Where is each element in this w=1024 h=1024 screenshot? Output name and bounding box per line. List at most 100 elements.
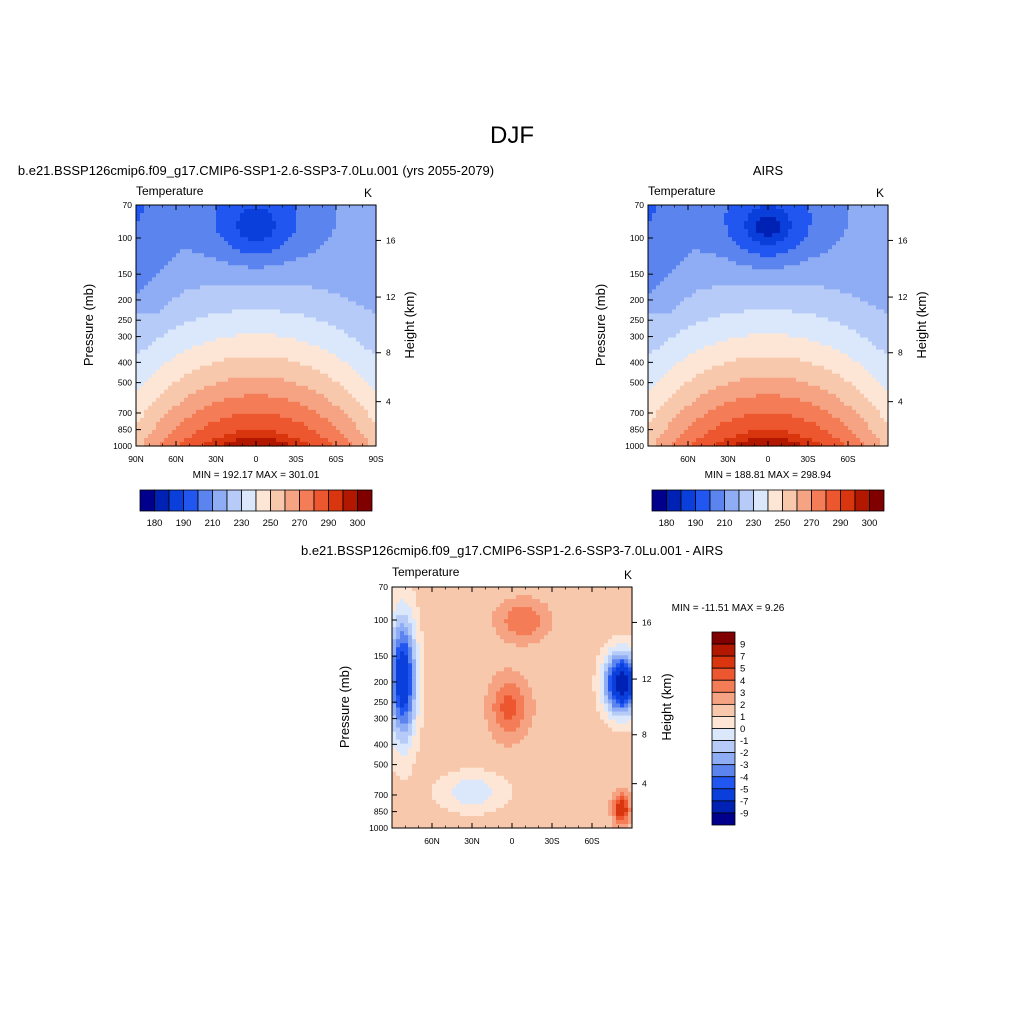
contour-cell (156, 261, 161, 266)
contour-cell (692, 225, 697, 230)
contour-cell (336, 349, 341, 355)
contour-cell (192, 425, 197, 431)
contour-cell (324, 377, 329, 383)
contour-cell (764, 221, 769, 226)
contour-cell (148, 253, 153, 258)
contour-cell (260, 409, 265, 415)
contour-cell (244, 265, 249, 270)
contour-cell (288, 437, 293, 443)
contour-cell (208, 261, 213, 266)
contour-cell (272, 401, 277, 407)
contour-cell (760, 285, 765, 290)
contour-cell (372, 433, 377, 439)
contour-cell (224, 329, 229, 335)
contour-cell (668, 217, 673, 222)
contour-cell (808, 285, 813, 290)
contour-cell (164, 409, 169, 415)
contour-cell (748, 229, 753, 234)
contour-cell (340, 441, 345, 447)
contour-cell (828, 281, 833, 286)
contour-cell (164, 429, 169, 435)
contour-cell (860, 261, 865, 266)
contour-cell (320, 441, 325, 447)
contour-cell (340, 345, 345, 351)
contour-cell (340, 393, 345, 399)
contour-cell (328, 249, 333, 254)
contour-cell (720, 217, 725, 222)
contour-cell (236, 269, 241, 274)
contour-cell (748, 233, 753, 238)
contour-cell (292, 373, 297, 379)
contour-cell (192, 401, 197, 407)
contour-cell (328, 425, 333, 431)
contour-cell (164, 357, 169, 363)
contour-cell (696, 277, 701, 282)
contour-cell (728, 241, 733, 246)
contour-cell (216, 281, 221, 286)
contour-cell (236, 365, 241, 371)
contour-cell (220, 241, 225, 246)
contour-cell (364, 441, 369, 447)
contour-cell (276, 381, 281, 387)
contour-cell (668, 241, 673, 246)
contour-cell (276, 421, 281, 427)
contour-cell (296, 217, 301, 222)
contour-cell (256, 313, 261, 319)
contour-cell (280, 389, 285, 395)
contour-cell (372, 225, 377, 230)
contour-cell (816, 269, 821, 274)
contour-cell (740, 265, 745, 270)
contour-cell (356, 349, 361, 355)
contour-cell (216, 421, 221, 427)
contour-cell (664, 225, 669, 230)
contour-cell (272, 273, 277, 278)
contour-cell (268, 237, 273, 242)
contour-cell (844, 241, 849, 246)
contour-cell (156, 413, 161, 419)
contour-cell (684, 265, 689, 270)
contour-cell (148, 421, 153, 427)
contour-cell (252, 257, 257, 262)
contour-cell (660, 217, 665, 222)
contour-cell (264, 385, 269, 391)
contour-cell (776, 225, 781, 230)
contour-cell (780, 209, 785, 214)
contour-cell (352, 293, 357, 298)
contour-cell (196, 377, 201, 383)
contour-cell (876, 241, 881, 246)
contour-cell (240, 337, 245, 343)
contour-cell (292, 433, 297, 439)
contour-cell (244, 429, 249, 435)
contour-cell (296, 305, 301, 311)
contour-cell (340, 297, 345, 302)
contour-cell (136, 309, 141, 315)
contour-cell (200, 273, 205, 278)
contour-cell (220, 249, 225, 254)
contour-cell (248, 341, 253, 347)
contour-cell (148, 437, 153, 443)
contour-cell (788, 225, 793, 230)
contour-cell (672, 257, 677, 262)
contour-cell (196, 253, 201, 258)
contour-cell (248, 337, 253, 343)
contour-cell (224, 241, 229, 246)
contour-cell (364, 273, 369, 278)
contour-cell (224, 389, 229, 395)
contour-cell (356, 393, 361, 399)
contour-cell (180, 205, 185, 210)
contour-cell (244, 413, 249, 419)
contour-cell (296, 357, 301, 363)
contour-cell (812, 237, 817, 242)
contour-cell (732, 245, 737, 250)
contour-cell (656, 205, 661, 210)
contour-cell (328, 313, 333, 319)
contour-cell (240, 313, 245, 319)
contour-cell (216, 397, 221, 403)
contour-cell (324, 293, 329, 298)
contour-cell (156, 205, 161, 210)
contour-cell (792, 241, 797, 246)
contour-cell (228, 309, 233, 315)
contour-cell (176, 405, 181, 411)
contour-cell (288, 269, 293, 274)
contour-cell (812, 265, 817, 270)
